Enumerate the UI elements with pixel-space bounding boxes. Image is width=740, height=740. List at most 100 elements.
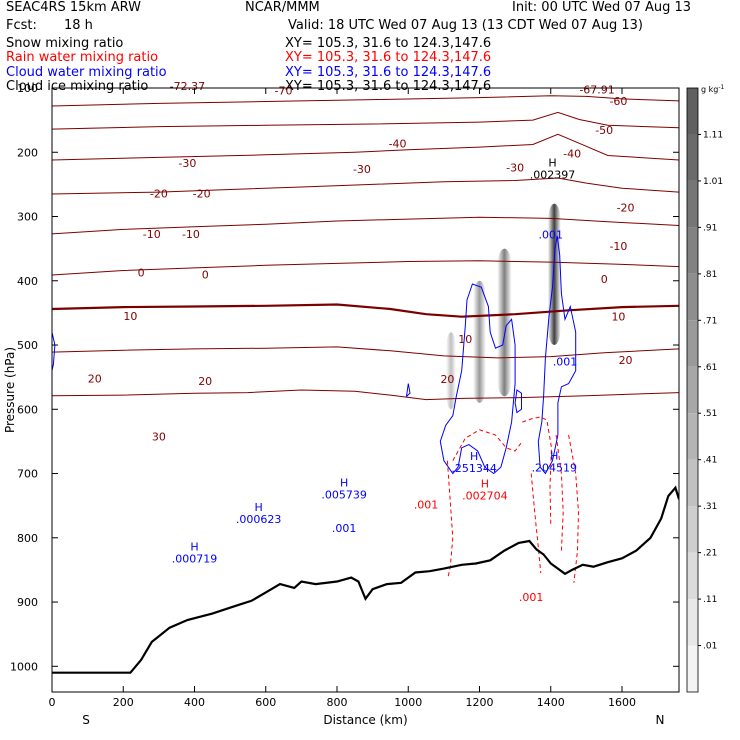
field-xy-cloud-water: XY= 105.3, 31.6 to 124.3,147.6 xyxy=(285,65,492,80)
valid-time: Valid: 18 UTC Wed 07 Aug 13 (13 CDT Wed … xyxy=(288,18,643,33)
temperature-label-26: 30 xyxy=(152,430,166,443)
colorbar-frame xyxy=(686,87,699,693)
ice-column-0 xyxy=(547,203,561,346)
colorbar-segment-5 xyxy=(687,320,698,367)
rain-contour-3 xyxy=(530,473,542,574)
temperature-label-8: -30 xyxy=(353,163,371,176)
colorbar-label-11: .01 xyxy=(703,642,717,652)
colorbar-segment-4 xyxy=(687,273,698,321)
isotherm-10 xyxy=(52,346,679,359)
isotherm--70 xyxy=(52,77,679,82)
x-tick-label-800: 800 xyxy=(327,696,348,709)
temperature-label-18: 0 xyxy=(601,273,608,286)
cloud-water-contour-1 xyxy=(537,235,577,475)
isotherm--10 xyxy=(52,260,679,276)
colorbar-label-2: .91 xyxy=(703,223,717,233)
x-tick-label-200: 200 xyxy=(113,696,134,709)
contour-label-3: .001 xyxy=(414,498,439,511)
colorbar-segment-9 xyxy=(687,506,698,553)
y-tick-label-200: 200 xyxy=(17,146,38,159)
x-tick-label-400: 400 xyxy=(184,696,205,709)
temperature-label-24: 20 xyxy=(440,373,454,386)
temperature-label-2: -67.91 xyxy=(579,83,614,96)
x-tick-label-1400: 1400 xyxy=(537,696,565,709)
x-axis-title: Distance (km) xyxy=(323,713,407,727)
contour-label-4: .001 xyxy=(519,591,544,604)
isotherm--50 xyxy=(52,111,679,130)
colorbar-label-3: .81 xyxy=(703,270,717,280)
temperature-label-16: 0 xyxy=(138,266,145,279)
temperature-label-9: -30 xyxy=(506,162,524,175)
south-end-label: S xyxy=(82,713,90,727)
extremum-value-4: .005739 xyxy=(321,488,367,501)
y-tick-label-300: 300 xyxy=(17,211,38,224)
cloud-water-contour-3 xyxy=(52,332,56,371)
extremum-value-0: .002397 xyxy=(530,168,576,181)
temperature-label-5: -40 xyxy=(389,137,407,150)
cloud-water-contour-0 xyxy=(439,283,516,475)
temperature-label-0: -72.37 xyxy=(170,80,205,93)
colorbar-segment-12 xyxy=(687,645,698,692)
extremum-value-2: .204519 xyxy=(532,461,578,474)
north-end-label: N xyxy=(656,713,665,727)
ice-column-3 xyxy=(446,332,456,410)
extremum-mark-2: H xyxy=(550,449,558,462)
temperature-label-17: 0 xyxy=(202,268,209,281)
extremum-mark-1: H xyxy=(470,450,478,463)
temperature-label-13: -10 xyxy=(143,228,161,241)
colorbar-segment-0 xyxy=(687,88,698,135)
temperature-label-15: -10 xyxy=(609,240,627,253)
field-name-rain: Rain water mixing ratio xyxy=(6,50,159,65)
colorbar-segment-10 xyxy=(687,552,698,600)
colorbar-segment-6 xyxy=(687,366,698,414)
extremum-mark-5: H xyxy=(254,501,262,514)
y-tick-label-100: 100 xyxy=(17,82,38,95)
terrain-line xyxy=(52,485,679,674)
model-title: SEAC4RS 15km ARW xyxy=(6,0,142,15)
cloud-water-contour-2 xyxy=(514,389,522,414)
colorbar-unit: g kg-1 xyxy=(701,84,725,94)
extremum-value-1: .251344 xyxy=(451,462,497,475)
y-tick-label-500: 500 xyxy=(17,339,38,352)
temperature-label-6: -40 xyxy=(563,148,581,161)
colorbar-unit-exponent: -1 xyxy=(718,84,724,91)
colorbar-label-6: .51 xyxy=(703,409,717,419)
x-tick-label-600: 600 xyxy=(255,696,276,709)
field-name-cloud-water: Cloud water mixing ratio xyxy=(6,65,167,80)
rain-contour-1 xyxy=(452,429,523,461)
temperature-label-10: -20 xyxy=(150,187,168,200)
extremum-mark-0: H xyxy=(548,156,556,169)
field-name-snow: Snow mixing ratio xyxy=(6,36,124,51)
isotherm--40 xyxy=(52,133,679,161)
colorbar-label-4: .71 xyxy=(703,316,717,326)
colorbar-segment-7 xyxy=(687,413,698,460)
isotherm-20 xyxy=(52,389,679,401)
extremum-value-3: .002704 xyxy=(462,490,508,503)
field-name-cloud-ice: Cloud ice mixing ratio xyxy=(6,79,149,94)
isotherm--30 xyxy=(52,177,679,195)
extremum-mark-4: H xyxy=(340,476,348,489)
forecast-label: Fcst: xyxy=(6,18,37,33)
colorbar-label-10: .11 xyxy=(703,595,717,605)
temperature-label-7: -30 xyxy=(178,157,196,170)
plot-frame xyxy=(51,87,680,693)
temperature-label-21: 10 xyxy=(611,311,625,324)
cloud-water-contour-4 xyxy=(405,383,411,398)
colorbar-segment-8 xyxy=(687,459,698,507)
temperature-label-1: -70 xyxy=(275,85,293,98)
field-xy-snow: XY= 105.3, 31.6 to 124.3,147.6 xyxy=(285,36,492,51)
temperature-label-25: 20 xyxy=(619,354,633,367)
x-tick-label-0: 0 xyxy=(49,696,56,709)
temperature-label-14: -10 xyxy=(182,228,200,241)
y-tick-label-700: 700 xyxy=(17,468,38,481)
contour-label-0: .001 xyxy=(539,229,564,242)
rain-contour-6 xyxy=(546,422,553,525)
rain-contour-0 xyxy=(446,460,454,577)
colorbar-label-8: .31 xyxy=(703,502,717,512)
y-axis-title: Pressure (hPa) xyxy=(3,347,17,433)
init-time: Init: 00 UTC Wed 07 Aug 13 xyxy=(512,0,692,15)
colorbar-segment-11 xyxy=(687,599,698,646)
ice-column-1 xyxy=(497,248,512,397)
temperature-label-20: 10 xyxy=(458,333,472,346)
